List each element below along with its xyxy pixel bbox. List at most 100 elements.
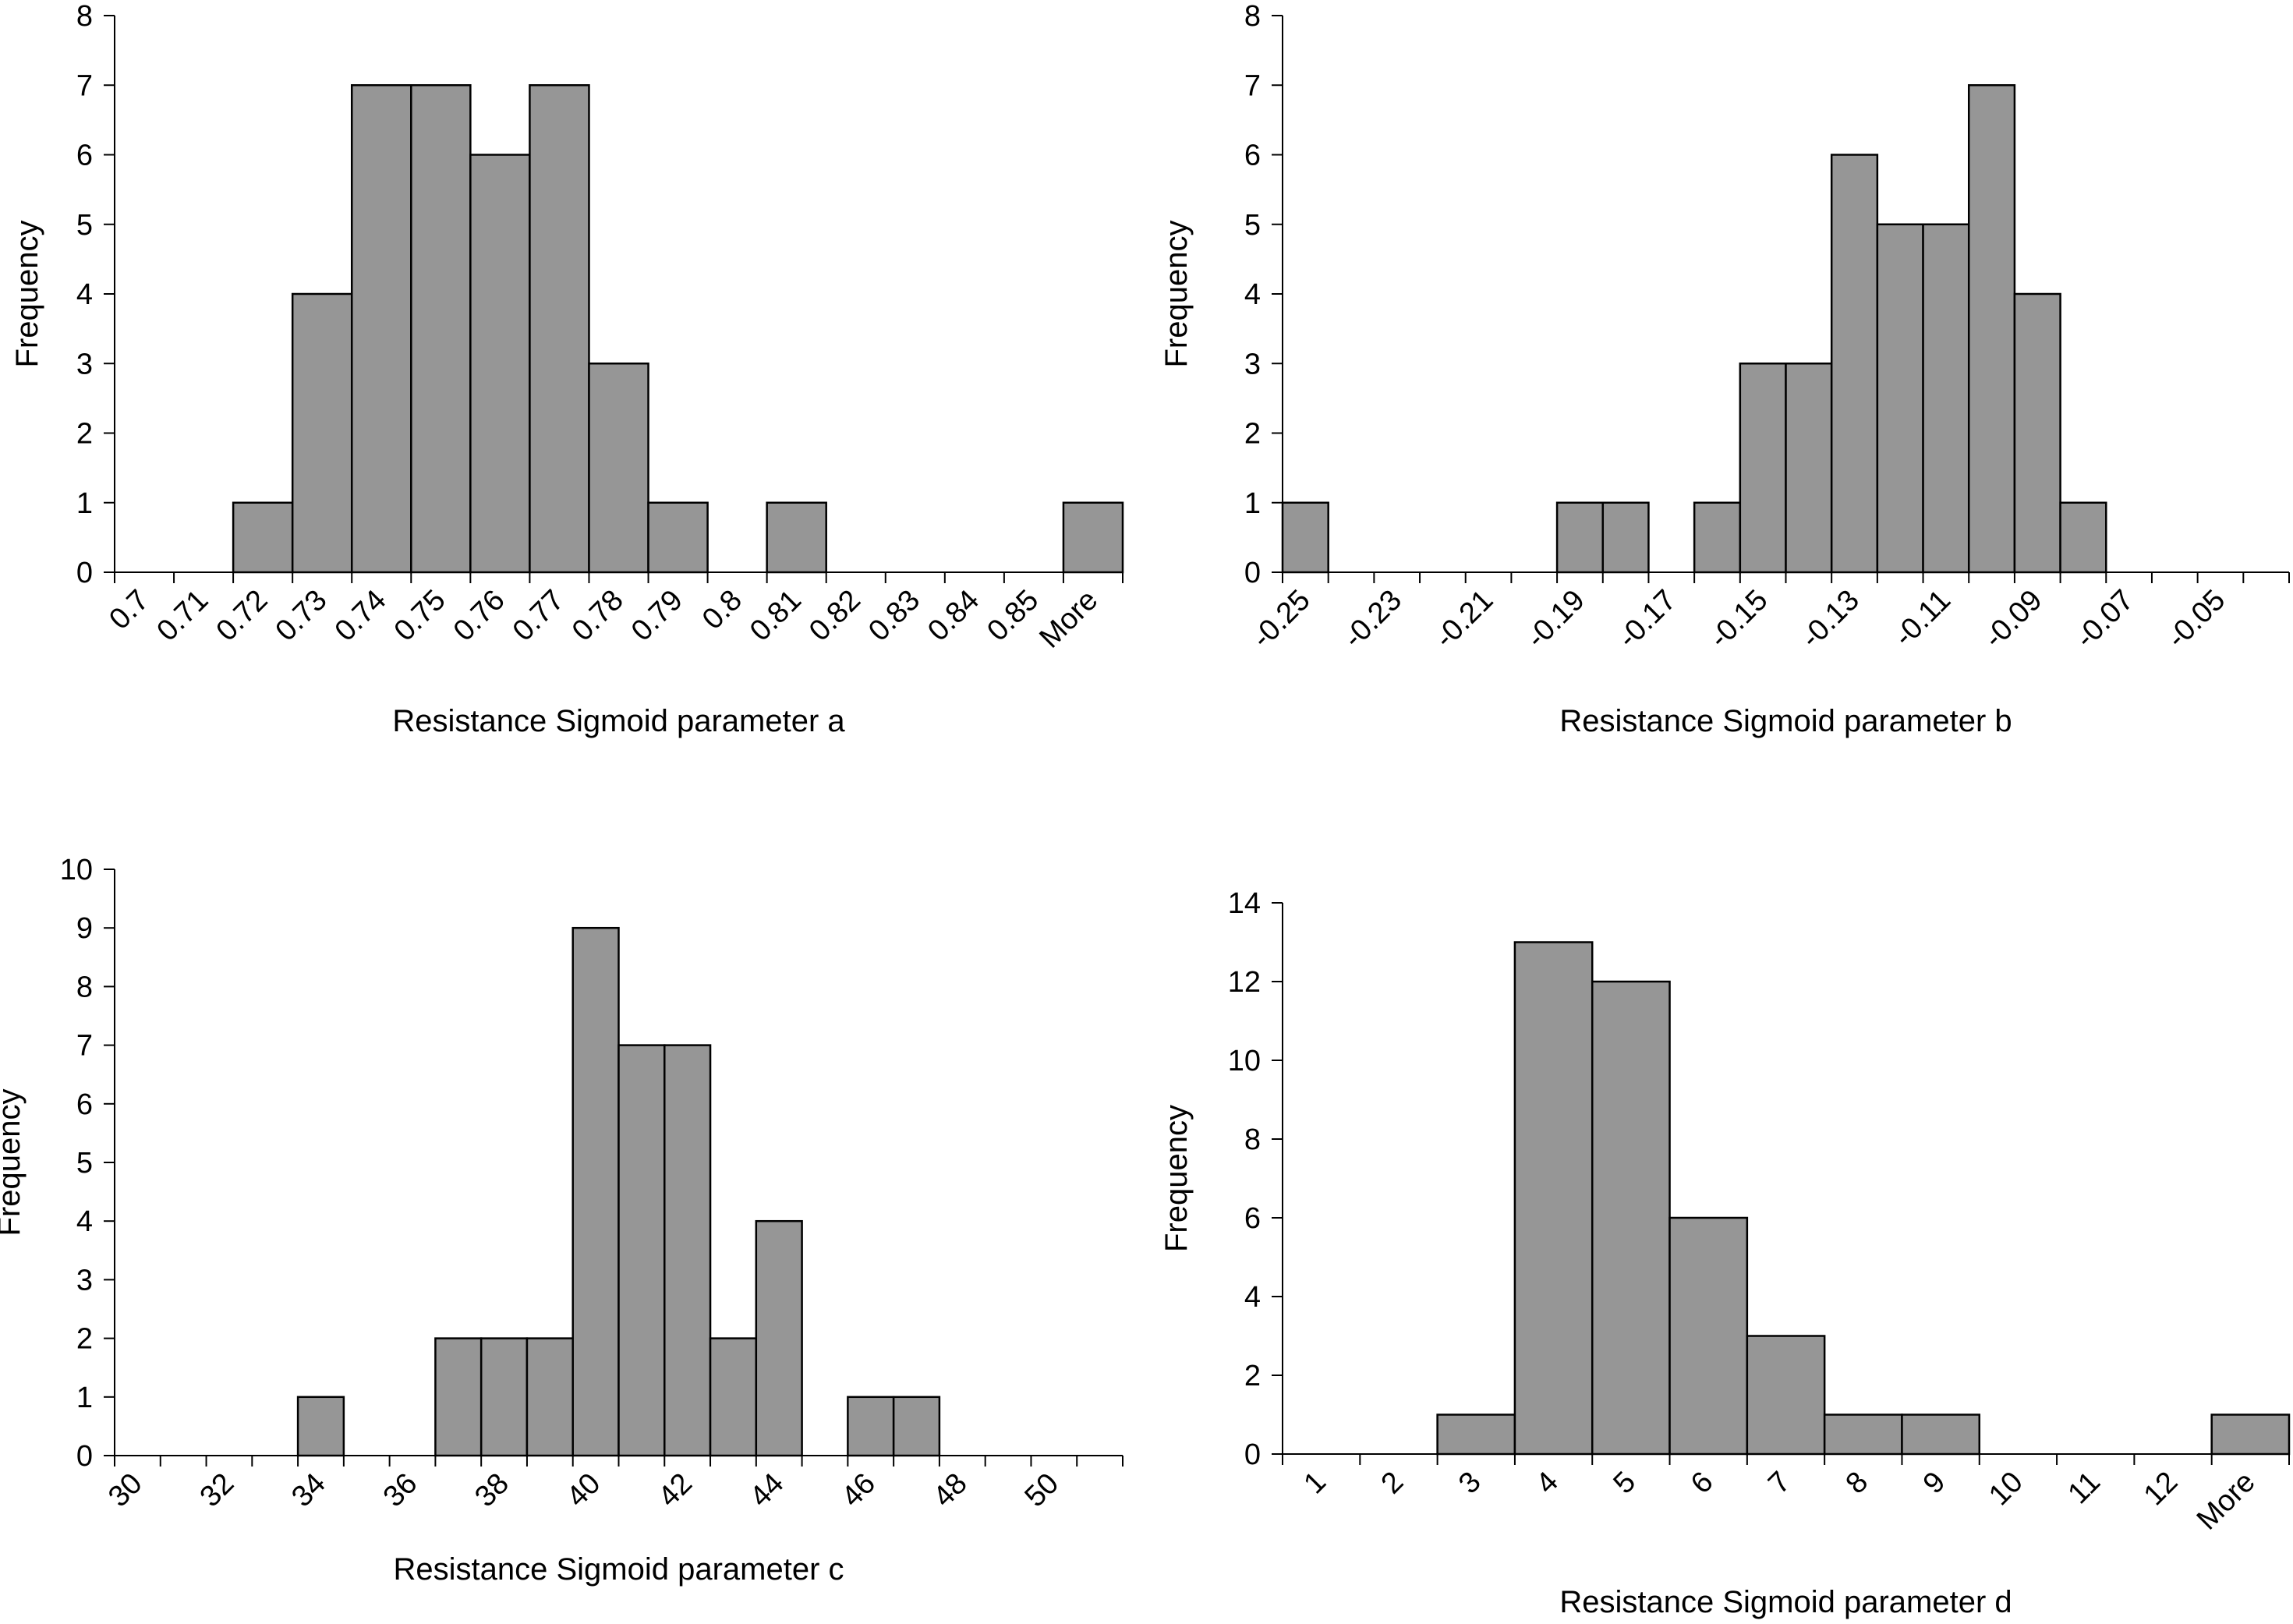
y-tick-label: 4: [1244, 278, 1261, 311]
y-axis-title: Frequency: [0, 1089, 27, 1237]
x-tick-label: 30: [102, 1467, 149, 1514]
y-tick-label: 4: [76, 1205, 93, 1238]
y-tick-label: 6: [76, 140, 93, 172]
x-tick-label: 6: [1685, 1466, 1720, 1501]
y-axis-title: Frequency: [10, 221, 44, 368]
histogram-bar: [588, 363, 649, 574]
x-tick-label: 0.75: [388, 584, 452, 648]
y-tick-label: 8: [76, 0, 93, 33]
x-tick-label: -0.07: [2069, 584, 2140, 655]
x-tick-label: 9: [1917, 1466, 1952, 1501]
y-tick-label: 5: [76, 209, 93, 242]
y-tick-label: 5: [76, 1147, 93, 1180]
y-axis-title: Frequency: [1159, 1105, 1194, 1252]
histogram-bar: [1591, 980, 1671, 1456]
histogram-bar: [2059, 501, 2107, 574]
y-tick-label: 12: [1228, 966, 1261, 999]
x-tick-label: 11: [2061, 1466, 2107, 1511]
histogram-bar: [663, 1044, 712, 1457]
y-tick-label: 8: [1244, 0, 1261, 33]
x-tick-label: 0.77: [507, 584, 571, 648]
x-tick-label: -0.25: [1246, 584, 1317, 655]
x-tick-label: 12: [2138, 1466, 2185, 1513]
histogram-bar: [1739, 363, 1787, 574]
histogram-bar: [1823, 1413, 1903, 1456]
y-tick-label: 3: [76, 348, 93, 380]
x-tick-label: -0.05: [2160, 584, 2231, 655]
x-tick-label: More: [2191, 1466, 2262, 1537]
y-tick-label: 0: [1244, 557, 1261, 589]
y-tick-label: 7: [76, 69, 93, 102]
histogram-bar: [434, 1337, 483, 1457]
x-tick-label: 44: [744, 1467, 791, 1514]
y-tick-label: 6: [1244, 140, 1261, 172]
x-tick-label: -0.23: [1337, 584, 1408, 655]
histogram-bar: [529, 84, 590, 574]
x-tick-label: 0.73: [270, 584, 334, 648]
y-tick-label: 2: [1244, 1360, 1261, 1392]
y-tick-label: 7: [1244, 69, 1261, 102]
histogram-bar: [2013, 292, 2061, 574]
y-tick-label: 5: [1244, 209, 1261, 242]
x-tick-label: -0.19: [1520, 584, 1591, 655]
x-tick-label: 48: [927, 1467, 974, 1514]
x-tick-label: More: [1033, 584, 1104, 655]
x-tick-label: 0.7: [103, 584, 155, 636]
histogram-bar: [1746, 1335, 1826, 1456]
y-axis-title: Frequency: [1159, 221, 1194, 368]
x-tick-label: 0.71: [150, 584, 214, 648]
x-tick-label: 32: [194, 1467, 241, 1514]
y-tick-label: 4: [76, 278, 93, 311]
y-tick-label: 9: [76, 912, 93, 945]
histogram-bar: [525, 1337, 574, 1457]
histogram-bar: [1785, 363, 1833, 574]
x-tick-label: -0.11: [1888, 584, 1957, 653]
histogram-bar: [1901, 1413, 1981, 1456]
histogram-bar: [1281, 501, 1329, 574]
histogram-bar: [709, 1337, 758, 1457]
y-tick-label: 14: [1228, 887, 1261, 920]
histogram-bar: [1967, 84, 2016, 574]
histogram-bar: [647, 501, 709, 574]
histogram-bar: [1601, 501, 1650, 574]
y-tick-label: 2: [76, 418, 93, 451]
histogram-bar: [755, 1219, 803, 1457]
x-tick-label: -0.15: [1704, 584, 1775, 655]
histogram-bar: [766, 501, 827, 574]
histogram-bar: [479, 1337, 529, 1457]
x-tick-label: 4: [1530, 1466, 1565, 1501]
histogram-bar: [350, 84, 412, 574]
x-tick-label: 7: [1762, 1466, 1797, 1501]
histogram-bar: [2210, 1413, 2291, 1456]
y-tick-label: 1: [76, 1382, 93, 1414]
histogram-bar: [232, 501, 294, 574]
y-tick-label: 6: [1244, 1202, 1261, 1235]
y-tick-label: 1: [1244, 487, 1261, 520]
x-tick-label: 40: [561, 1467, 607, 1514]
y-tick-label: 0: [76, 1440, 93, 1473]
histogram-bar: [892, 1396, 941, 1457]
x-tick-label: 0.74: [329, 584, 393, 648]
x-tick-label: 0.76: [448, 584, 511, 648]
x-tick-label: 5: [1608, 1466, 1643, 1501]
histogram-bar: [1513, 941, 1594, 1456]
histogram-bar: [1693, 501, 1742, 574]
histogram-bar: [1876, 223, 1924, 574]
x-tick-label: -0.09: [1978, 584, 2049, 655]
x-tick-label: -0.13: [1795, 584, 1866, 655]
histogram-bar: [1436, 1413, 1516, 1456]
histogram-bar: [617, 1044, 666, 1457]
y-tick-label: 4: [1244, 1281, 1261, 1314]
x-axis-title: Resistance Sigmoid parameter b: [1559, 704, 2012, 738]
x-tick-label: -0.21: [1428, 584, 1499, 655]
y-tick-label: 3: [1244, 348, 1261, 380]
y-tick-label: 6: [76, 1088, 93, 1121]
x-tick-label: -0.17: [1612, 584, 1683, 655]
x-axis-title: Resistance Sigmoid parameter a: [392, 704, 845, 738]
histogram-bar: [847, 1396, 895, 1457]
x-tick-label: 0.8: [696, 584, 748, 636]
